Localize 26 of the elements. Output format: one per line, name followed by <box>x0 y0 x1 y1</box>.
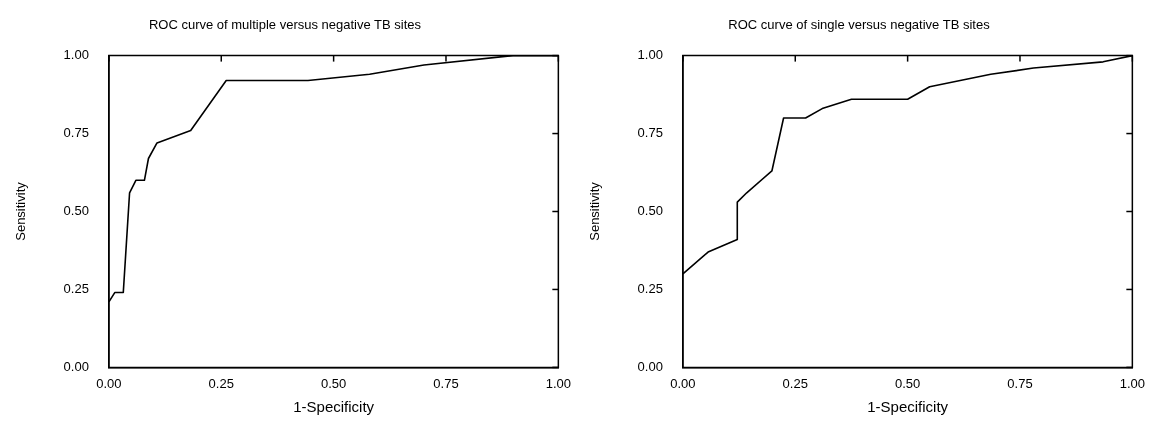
y-tick-label: 0.50 <box>63 203 89 219</box>
y-tick-label: 1.00 <box>637 47 663 63</box>
x-tick-label: 0.50 <box>320 375 347 391</box>
x-tick-label: 0.00 <box>96 375 122 391</box>
x-axis-title: 1-Specificity <box>293 398 375 416</box>
chart-title: ROC curve of single versus negative TB sites <box>728 17 991 33</box>
x-tick-label: 0.50 <box>894 375 921 391</box>
y-axis-title: Sensitivity <box>587 181 603 241</box>
y-tick-label: 0.75 <box>637 125 663 141</box>
x-tick-label: 0.00 <box>670 375 696 391</box>
y-tick-label: 0.00 <box>63 358 89 374</box>
y-axis-title: Sensitivity <box>13 181 29 241</box>
x-axis-title: 1-Specificity <box>867 398 949 416</box>
x-tick-label: 0.75 <box>433 375 459 391</box>
y-tick-label: 0.00 <box>637 358 663 374</box>
chart-title: ROC curve of multiple versus negative TB sites <box>148 17 422 33</box>
x-tick-label: 1.00 <box>545 375 572 391</box>
y-tick-label: 1.00 <box>63 47 89 63</box>
x-tick-label: 0.25 <box>782 375 808 391</box>
y-tick-label: 0.75 <box>63 125 89 141</box>
y-tick-label: 0.25 <box>63 281 89 297</box>
x-tick-label: 1.00 <box>1119 375 1146 391</box>
y-tick-label: 0.25 <box>637 281 663 297</box>
y-tick-label: 0.50 <box>637 203 663 219</box>
x-tick-label: 0.75 <box>1007 375 1033 391</box>
x-tick-label: 0.25 <box>208 375 234 391</box>
